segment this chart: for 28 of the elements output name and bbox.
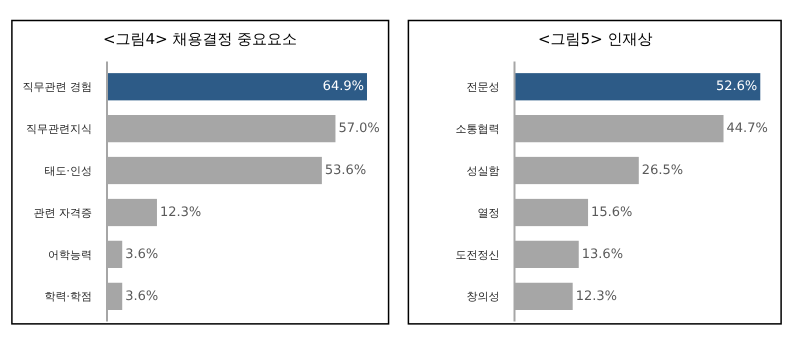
data-label: 15.6% [591, 204, 632, 220]
y-tick-label: 열정 [478, 206, 500, 220]
data-label: 26.5% [642, 163, 684, 178]
y-tick-label: 태도·인성 [44, 164, 92, 178]
data-label: 53.6% [324, 163, 366, 178]
data-label: 3.6% [125, 246, 158, 262]
y-tick-label: 성실함 [466, 164, 500, 178]
data-label: 52.6% [716, 79, 758, 94]
data-label: 64.9% [322, 79, 364, 94]
y-tick-label: 도전정신 [456, 248, 500, 262]
chart-title: <그림5> 인재상 [538, 30, 652, 48]
bar [108, 73, 367, 100]
y-tick-label: 창의성 [466, 290, 500, 304]
chart-title: <그림4> 채용결정 중요요소 [103, 30, 298, 48]
y-tick-label: 직무관련지식 [26, 122, 92, 136]
y-tick-label: 관련 자격증 [33, 206, 92, 220]
data-label: 44.7% [726, 121, 768, 136]
y-tick-label: 전문성 [466, 80, 500, 94]
data-label: 13.6% [582, 246, 624, 262]
data-label: 3.6% [125, 288, 158, 304]
y-tick-label: 소통협력 [456, 122, 500, 136]
y-tick-label: 어학능력 [48, 248, 92, 262]
y-tick-label: 직무관련 경험 [22, 80, 92, 94]
data-label: 12.3% [576, 288, 618, 304]
data-label: 12.3% [160, 204, 202, 220]
y-tick-label: 학력·학점 [44, 290, 92, 304]
bar [515, 73, 760, 100]
data-label: 57.0% [338, 121, 380, 136]
